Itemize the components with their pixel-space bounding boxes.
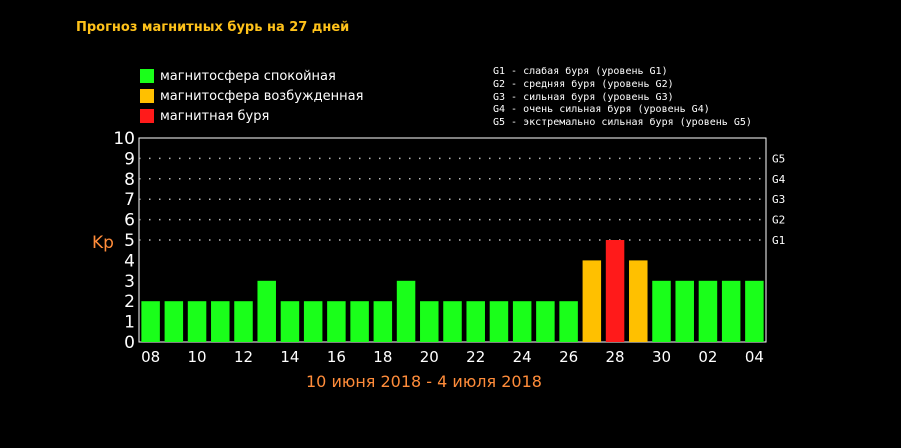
y-tick-label: 8 [124,170,135,190]
g-level-tick: G4 [772,173,786,186]
y-tick-label: 10 [113,129,135,149]
bar [489,301,509,342]
x-tick-label: 20 [420,348,439,366]
legend-item-active: магнитосфера возбужденная [140,86,363,106]
y-tick-label: 2 [124,292,135,312]
bar [327,301,346,342]
x-tick-label: 24 [513,348,532,366]
storm-level-g1: G1 - слабая буря (уровень G1) [493,66,668,77]
bar [257,280,276,342]
bar [675,280,694,342]
bar [698,280,718,342]
bar [303,301,323,342]
bar [443,301,462,342]
x-tick-label: 08 [141,348,160,366]
y-tick-label: 7 [124,190,135,210]
legend: магнитосфера спокойная магнитосфера возб… [140,66,363,126]
bar [234,301,253,342]
x-tick-label: 22 [466,348,485,366]
x-tick-label: 14 [280,348,299,366]
bar [605,240,625,342]
y-tick-label: 0 [124,333,135,353]
bar [652,280,671,342]
bar [745,280,764,342]
x-tick-label: 28 [606,348,625,366]
legend-swatch-calm [140,69,154,83]
bar [164,301,184,342]
g-level-tick: G3 [772,193,785,206]
y-tick-label: 9 [124,149,135,169]
storm-level-g4: G4 - очень сильная буря (уровень G4) [493,104,710,116]
x-tick-label: 04 [745,348,764,366]
y-tick-label: 1 [124,313,135,333]
period-label: 10 июня 2018 - 4 июля 2018 [306,372,542,391]
x-tick-label: 26 [559,348,578,366]
y-tick-label: 4 [124,251,135,271]
legend-label-calm: магнитосфера спокойная [160,68,336,84]
bar [350,301,369,342]
storm-level-g3: G3 - сильная буря (уровень G3) [493,91,674,103]
legend-item-calm: магнитосфера спокойная [140,66,363,86]
storm-levels-list: G1 - слабая буря (уровень G1) G2 - средн… [493,66,752,130]
bar [280,301,300,342]
bar [536,301,555,342]
x-tick-label: 10 [188,348,207,366]
bar [512,301,532,342]
storm-level-g5: G5 - экстремально сильная буря (уровень … [493,117,752,129]
g-level-tick: G2 [772,214,785,227]
y-tick-label: 6 [124,211,135,231]
legend-label-storm: магнитная буря [160,108,270,124]
bar [629,260,648,342]
legend-swatch-storm [140,109,154,123]
legend-item-storm: магнитная буря [140,106,363,126]
x-tick-label: 18 [373,348,392,366]
storm-level-g2: G2 - средняя буря (уровень G2) [493,78,674,90]
bar [187,301,207,342]
x-tick-label: 12 [234,348,253,366]
bar [420,301,439,342]
chart-title: Прогноз магнитных бурь на 27 дней [76,20,350,35]
g-level-tick: G1 [772,234,785,247]
bar [373,301,393,342]
bar [559,301,578,342]
bar [396,280,416,342]
bar [466,301,485,342]
bar [141,301,160,342]
bar [721,280,741,342]
legend-swatch-active [140,89,154,103]
x-tick-label: 16 [327,348,346,366]
y-tick-label: 3 [124,272,135,292]
bar [582,260,602,342]
bar [211,301,230,342]
x-tick-label: 30 [652,348,671,366]
legend-label-active: магнитосфера возбужденная [160,88,364,104]
y-tick-label: 5 [124,231,135,251]
g-level-tick: G5 [772,152,785,165]
x-tick-label: 02 [698,348,717,366]
y-axis-label: Kp [92,233,114,253]
